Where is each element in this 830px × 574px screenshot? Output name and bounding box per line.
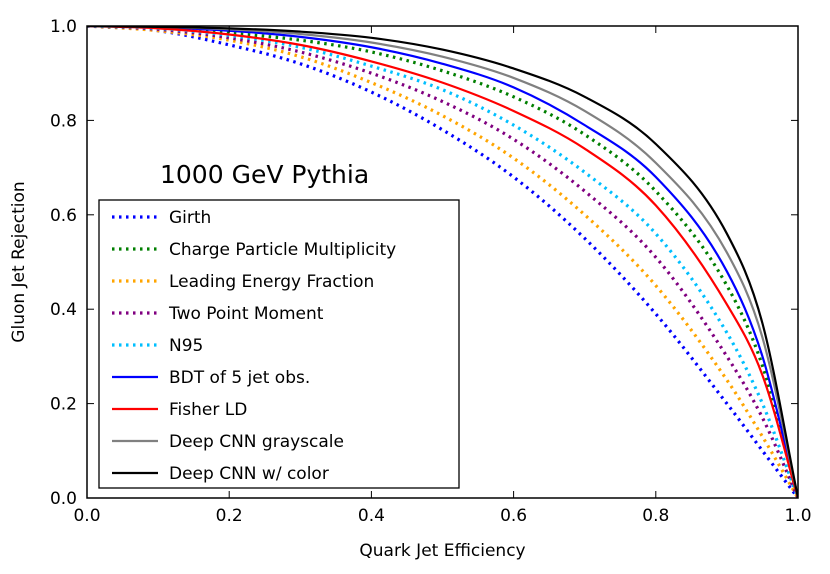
series-line-5 — [87, 26, 798, 498]
x-tick-label: 0.0 — [73, 506, 100, 526]
legend-label-4: Two Point Moment — [168, 304, 324, 324]
x-tick-label: 1.0 — [784, 506, 811, 526]
legend-label-8: Deep CNN grayscale — [169, 432, 344, 452]
y-tick-label: 0.6 — [50, 206, 77, 226]
legend-frame — [98, 199, 460, 489]
chart-annotation: 1000 GeV Pythia — [160, 160, 369, 189]
legend: Girth Charge Particle Multiplicity Leading… — [98, 199, 460, 489]
y-tick-label: 0.0 — [50, 489, 77, 509]
x-tick-label: 0.2 — [216, 506, 243, 526]
y-tick-label: 0.2 — [50, 395, 77, 415]
curves — [87, 26, 798, 498]
series-line-1 — [87, 26, 798, 498]
x-tick-label: 0.8 — [642, 506, 669, 526]
y-axis-label: Gluon Jet Rejection — [9, 181, 29, 342]
legend-label-6: BDT of 5 jet obs. — [169, 368, 310, 388]
legend-label-5: N95 — [169, 336, 203, 356]
legend-label-1: Girth — [169, 208, 211, 228]
x-tick-label: 0.4 — [358, 506, 385, 526]
series-line-2 — [87, 26, 798, 498]
series-line-7 — [87, 26, 798, 498]
legend-label-2: Charge Particle Multiplicity — [169, 240, 396, 260]
y-tick-label: 0.8 — [50, 111, 77, 131]
x-tick-label: 0.6 — [500, 506, 527, 526]
ticks: 0.0 0.2 0.4 0.6 0.8 1.0 0.0 0.2 0.4 0.6 0.8 1.0 — [50, 17, 812, 526]
legend-label-7: Fisher LD — [169, 400, 247, 420]
legend-label-3: Leading Energy Fraction — [169, 272, 374, 292]
y-tick-label: 0.4 — [50, 300, 77, 320]
legend-label-9: Deep CNN w/ color — [169, 464, 329, 484]
x-axis-label: Quark Jet Efficiency — [359, 541, 525, 561]
y-tick-label: 1.0 — [50, 17, 77, 37]
plot-frame — [86, 25, 799, 499]
